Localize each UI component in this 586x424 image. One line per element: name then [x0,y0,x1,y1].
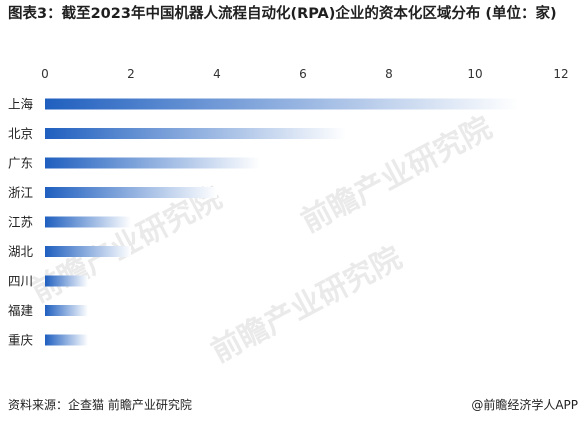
category-label: 江苏 [8,215,33,230]
category-label: 重庆 [8,333,34,348]
category-label: 北京 [8,126,33,141]
x-tick-label: 4 [213,67,221,81]
category-label: 福建 [8,303,34,318]
x-tick-label: 12 [553,67,568,81]
chart-title: 图表3：截至2023年中国机器人流程自动化(RPA)企业的资本化区域分布 (单位… [8,6,557,22]
x-tick-label: 8 [385,67,393,81]
bar [45,216,131,228]
category-label: 湖北 [8,244,34,259]
category-label: 四川 [8,274,33,289]
bar [45,98,518,110]
x-tick-label: 6 [299,67,307,81]
bar [45,187,217,198]
category-label: 广东 [8,156,33,171]
x-tick-label: 2 [127,67,135,81]
source-note: 资料来源：企查猫 前瞻产业研究院 [8,398,192,412]
bar [45,157,260,169]
category-label: 上海 [8,97,34,112]
bar [45,334,88,346]
bar [45,246,131,257]
x-tick-label: 0 [41,67,49,81]
bar [45,305,88,316]
category-label: 浙江 [8,185,33,200]
x-tick-label: 10 [467,67,482,81]
bar [45,275,88,287]
bar [45,128,346,139]
brand-credit: @前瞻经济学人APP [471,398,578,412]
